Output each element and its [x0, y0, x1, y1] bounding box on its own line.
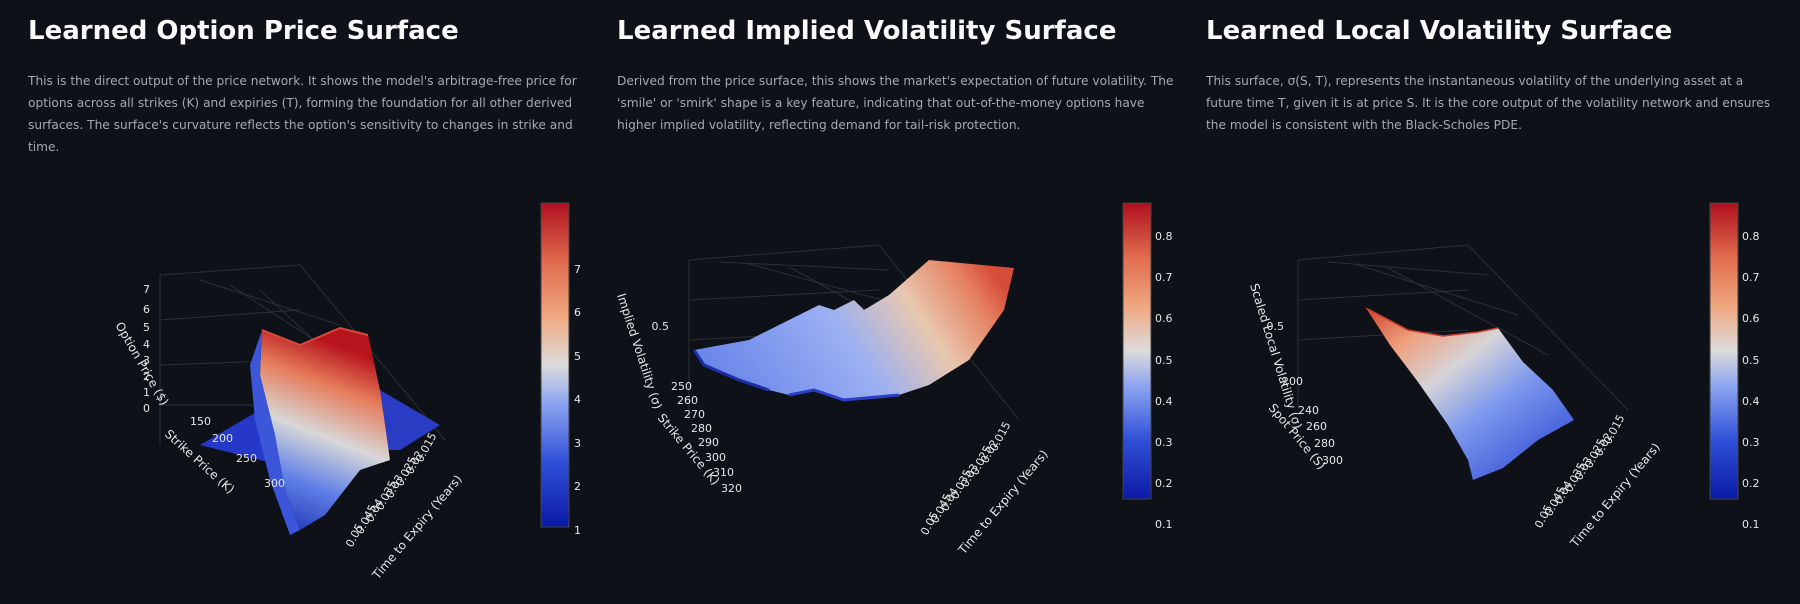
colorbar-tick: 0.1 — [1155, 518, 1173, 531]
y-axis-label: Time to Expiry (Years) — [1567, 440, 1663, 551]
colorbar-tick: 0.8 — [1742, 230, 1760, 243]
z-axis-label: Option Price ($) — [112, 320, 171, 408]
x-axis-label: Strike Price (K) — [655, 411, 723, 488]
x-tick: 320 — [721, 482, 742, 495]
colorbar-tick: 0.2 — [1742, 477, 1760, 490]
colorbar-ticks: 1 2 3 4 5 6 7 — [574, 263, 581, 537]
z-tick: 0.5 — [1267, 320, 1285, 333]
x-tick: 300 — [264, 477, 285, 490]
z-tick: 4 — [143, 338, 150, 351]
grid — [1297, 244, 1629, 411]
x-tick: 200 — [1282, 375, 1303, 388]
colorbar-tick: 0.1 — [1742, 518, 1760, 531]
colorbar — [540, 202, 570, 528]
panel-option-price: Learned Option Price Surface This is the… — [0, 0, 590, 604]
colorbar-ticks: 0.1 0.2 0.3 0.4 0.5 0.6 0.7 0.8 — [1155, 230, 1173, 531]
z-tick: 5 — [143, 321, 150, 334]
x-tick: 250 — [671, 380, 692, 393]
z-tick: 3 — [143, 354, 150, 367]
z-tick: 7 — [143, 283, 150, 296]
panel-description: This is the direct output of the price n… — [28, 74, 577, 154]
x-axis: 150 200 250 300 — [190, 415, 285, 490]
x-tick: 200 — [212, 432, 233, 445]
colorbar-tick: 0.3 — [1742, 436, 1760, 449]
x-tick: 150 — [190, 415, 211, 428]
x-tick: 300 — [705, 451, 726, 464]
price-surface-hump — [260, 328, 390, 530]
x-tick: 300 — [1322, 454, 1343, 467]
colorbar-tick: 0.6 — [1742, 312, 1760, 325]
panel-title: Learned Implied Volatility Surface — [617, 16, 1117, 46]
option-price-surface-chart[interactable]: 7 6 5 4 3 2 1 0 Option Price ($) 150 200… — [0, 150, 590, 590]
x-axis: 250 260 270 280 290 300 310 320 — [671, 380, 742, 495]
colorbar-tick: 0.8 — [1155, 230, 1173, 243]
colorbar-tick: 0.5 — [1742, 354, 1760, 367]
local-vol-surface-chart[interactable]: 0.5 Scaled Local Volatility (σ) 200 240 … — [1178, 150, 1800, 590]
z-tick: 0 — [143, 402, 150, 415]
z-tick: 0.5 — [652, 320, 670, 333]
panel-description: This surface, σ(S, T), represents the in… — [1206, 74, 1771, 132]
colorbar-tick: 5 — [574, 350, 581, 363]
z-tick: 6 — [143, 303, 150, 316]
colorbar — [1122, 202, 1152, 500]
x-tick: 250 — [236, 452, 257, 465]
x-tick: 310 — [713, 466, 734, 479]
z-tick: 1 — [143, 386, 150, 399]
colorbar-tick: 2 — [574, 480, 581, 493]
panel-description: Derived from the price surface, this sho… — [617, 74, 1174, 132]
z-axis: 7 6 5 4 3 2 1 0 — [143, 283, 150, 415]
local-vol-surface — [1366, 308, 1574, 480]
x-axis: 200 240 260 280 300 — [1282, 375, 1343, 467]
z-tick: 2 — [143, 370, 150, 383]
colorbar-tick: 0.2 — [1155, 477, 1173, 490]
colorbar — [1709, 202, 1739, 500]
colorbar-tick: 0.4 — [1742, 395, 1760, 408]
x-tick: 240 — [1298, 404, 1319, 417]
x-tick: 280 — [1314, 437, 1335, 450]
panel-implied-vol: Learned Implied Volatility Surface Deriv… — [589, 0, 1179, 604]
colorbar-tick: 0.5 — [1155, 354, 1173, 367]
colorbar-tick: 4 — [574, 393, 581, 406]
panel-title: Learned Local Volatility Surface — [1206, 16, 1673, 46]
colorbar-tick: 0.6 — [1155, 312, 1173, 325]
x-tick: 260 — [1306, 420, 1327, 433]
implied-vol-surface-chart[interactable]: 0.5 Implied Volatility (σ) 250 260 270 2… — [589, 150, 1189, 590]
z-axis-label: Implied Volatility (σ) — [614, 292, 665, 411]
colorbar-tick: 1 — [574, 524, 581, 537]
x-tick: 280 — [691, 422, 712, 435]
x-tick: 290 — [698, 436, 719, 449]
colorbar-tick: 0.7 — [1742, 271, 1760, 284]
colorbar-ticks: 0.1 0.2 0.3 0.4 0.5 0.6 0.7 0.8 — [1742, 230, 1760, 531]
colorbar-tick: 0.3 — [1155, 436, 1173, 449]
x-tick: 260 — [677, 394, 698, 407]
colorbar-tick: 0.4 — [1155, 395, 1173, 408]
iv-surface — [694, 260, 1014, 400]
y-axis: 0.015 0.02 0.025 0.03 0.035 0.04 0.045 0… — [918, 419, 1013, 537]
panel-title: Learned Option Price Surface — [28, 16, 459, 46]
x-tick: 270 — [684, 408, 705, 421]
colorbar-tick: 0.7 — [1155, 271, 1173, 284]
colorbar-tick: 7 — [574, 263, 581, 276]
colorbar-tick: 3 — [574, 437, 581, 450]
price-surface-front — [250, 330, 300, 535]
panel-local-vol: Learned Local Volatility Surface This su… — [1178, 0, 1800, 604]
colorbar-tick: 6 — [574, 306, 581, 319]
